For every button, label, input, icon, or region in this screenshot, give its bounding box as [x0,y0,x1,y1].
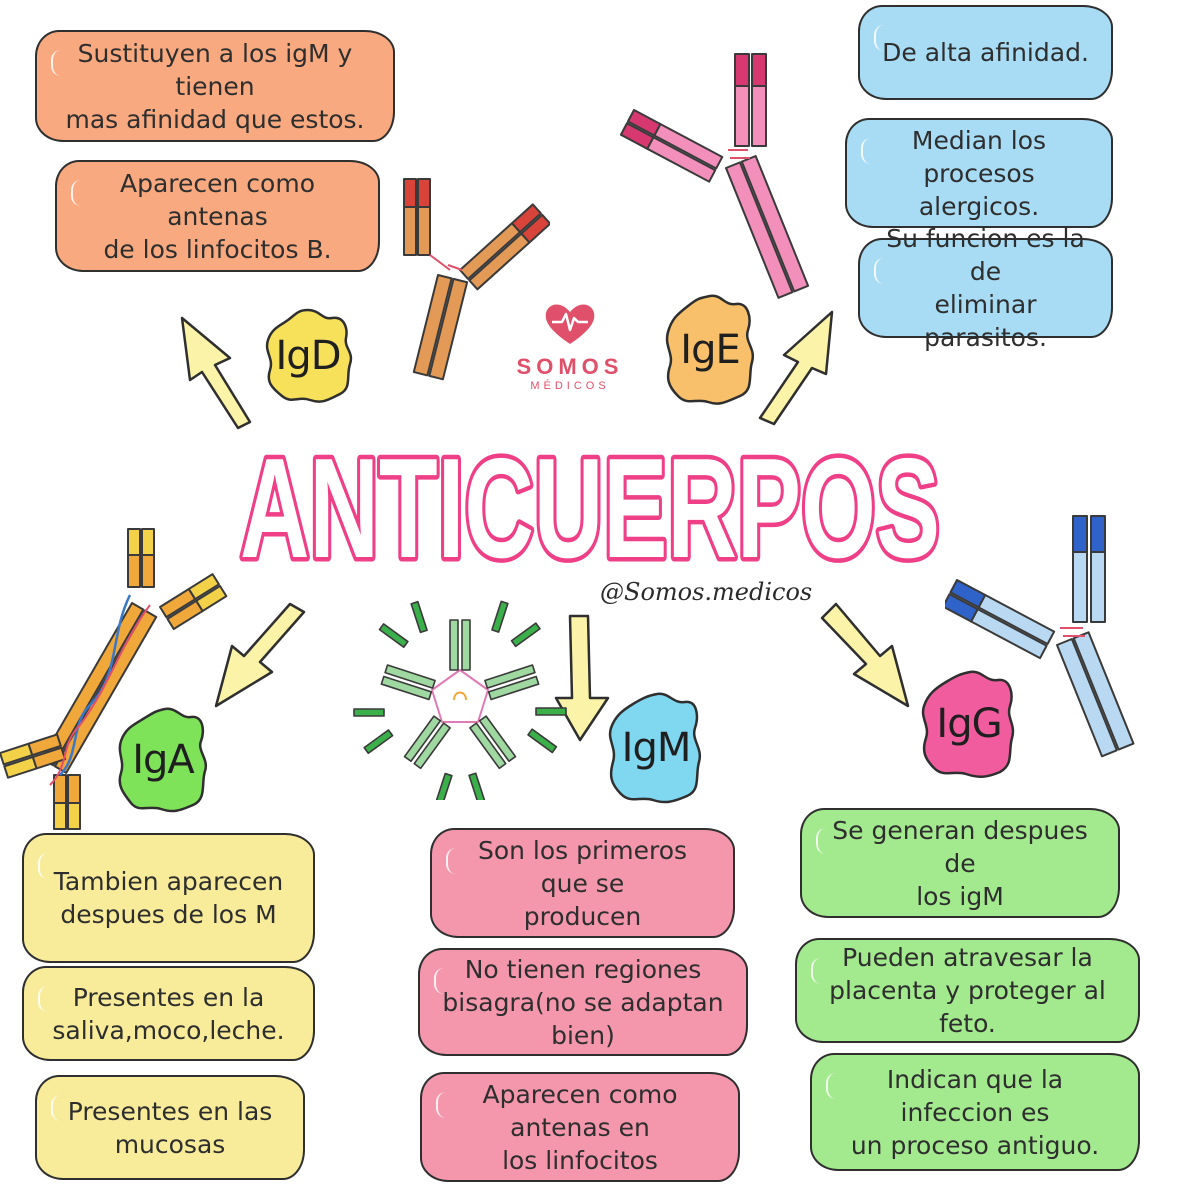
main-title: ANTICUERPOS [210,425,970,595]
ige-antibody-icon [620,53,810,299]
igd-note-2: Aparecen como antenas de los linfocitos … [55,160,380,272]
iga-note-2: Presentes en la saliva,moco,leche. [22,966,315,1061]
igd-note-1: Sustituyen a los igM y tienen mas afinid… [35,30,395,142]
arrow-to-iga [214,602,306,708]
iga-blob: IgA [115,705,211,815]
igm-note-1: Son los primeros que se producen [430,828,735,938]
heart-icon [545,304,595,344]
igg-antibody-icon [945,515,1135,758]
igm-note-2: No tienen regiones bisagra(no se adaptan… [418,948,748,1056]
logo-subtitle: MÉDICOS [530,380,610,392]
igm-blob: IgM [605,690,707,806]
igd-blob: IgD [262,306,354,406]
iga-antibody-icon [0,528,228,830]
igg-label: IgG [936,701,1002,747]
logo-brand: SOMOS [516,354,624,379]
igg-note-3: Indican que la infeccion es un proceso a… [810,1053,1140,1171]
igg-blob: IgG [918,668,1020,780]
arrow-to-igg [820,602,910,708]
igm-antibody-icon [353,600,567,800]
ige-note-3: Su funcion es la de eliminar parasitos. [858,224,1113,352]
title-text: ANTICUERPOS [240,429,940,588]
ige-label: IgE [680,327,740,373]
arrow-to-ige [758,310,834,426]
igm-note-3: Aparecen como antenas en los linfocitos [420,1072,740,1182]
social-handle: @Somos.medicos [600,578,813,606]
igg-note-2: Pueden atravesar la placenta y proteger … [795,938,1140,1043]
arrow-to-igm [554,614,610,742]
iga-note-3: Presentes en las mucosas [35,1075,305,1180]
iga-label: IgA [132,737,195,783]
igd-antibody-icon [403,178,550,381]
arrow-to-igd [180,316,252,430]
somos-medicos-logo: SOMOS MÉDICOS [500,300,640,400]
igg-note-1: Se generan despues de los igM [800,808,1120,918]
igm-label: IgM [621,725,692,771]
ige-note-2: Median los procesos alergicos. [845,118,1113,228]
ige-note-1: De alta afinidad. [858,5,1113,100]
igd-label: IgD [275,333,342,379]
iga-note-1: Tambien aparecen despues de los M [22,833,315,963]
ige-blob: IgE [662,292,758,408]
